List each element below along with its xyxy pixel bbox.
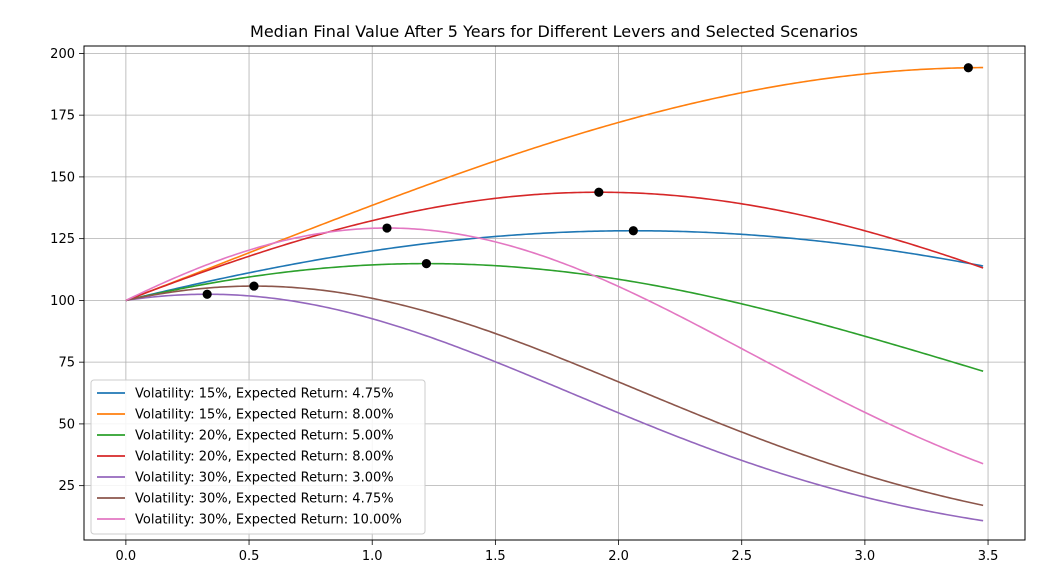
- x-tick-label: 2.5: [731, 549, 752, 564]
- peak-marker: [202, 289, 212, 299]
- y-tick-label: 200: [50, 47, 75, 62]
- peak-marker: [249, 281, 259, 291]
- peak-markers: [202, 63, 973, 299]
- legend-item-label: Volatility: 30%, Expected Return: 10.00%: [135, 513, 402, 528]
- series-line: [125, 293, 984, 522]
- x-tick-label: 3.0: [855, 549, 876, 564]
- x-tick-label: 1.5: [485, 549, 506, 564]
- legend-item-label: Volatility: 20%, Expected Return: 5.00%: [135, 429, 394, 444]
- series-line: [125, 191, 984, 302]
- x-tick-label: 2.0: [608, 549, 629, 564]
- peak-marker: [628, 226, 638, 236]
- legend-item-label: Volatility: 20%, Expected Return: 8.00%: [135, 450, 394, 465]
- chart-title: Median Final Value After 5 Years for Dif…: [250, 22, 858, 41]
- grid: [84, 46, 1025, 540]
- y-tick-label: 100: [50, 294, 75, 309]
- y-tick-label: 25: [58, 479, 75, 494]
- legend-item-label: Volatility: 30%, Expected Return: 4.75%: [135, 492, 394, 507]
- series-line: [125, 227, 984, 465]
- peak-marker: [594, 187, 604, 197]
- y-tick-label: 175: [50, 109, 75, 124]
- x-tick-label: 0.0: [116, 549, 137, 564]
- x-axis: 0.0 0.5 1.0 1.5 2.0 2.5 3.0 3.5: [116, 540, 999, 564]
- peak-marker: [963, 63, 973, 73]
- legend-box: [90, 379, 426, 535]
- peak-marker: [382, 223, 392, 233]
- x-tick-label: 0.5: [239, 549, 260, 564]
- x-tick-label: 3.5: [978, 549, 999, 564]
- y-tick-label: 150: [50, 170, 75, 185]
- legend-item-label: Volatility: 30%, Expected Return: 3.00%: [135, 471, 394, 486]
- plot-frame: [83, 45, 1026, 541]
- series-line: [125, 262, 984, 372]
- peak-marker: [421, 259, 432, 269]
- series-line: [125, 229, 984, 302]
- series-line: [125, 66, 984, 302]
- series-lines: [125, 66, 984, 522]
- legend-item-label: Volatility: 15%, Expected Return: 8.00%: [135, 408, 394, 423]
- y-axis: 25 50 75 100 125 150 175 200: [50, 47, 84, 494]
- y-tick-label: 75: [58, 356, 75, 371]
- legend-item-label: Volatility: 15%, Expected Return: 4.75%: [135, 387, 394, 402]
- y-tick-label: 50: [58, 417, 75, 432]
- legend: Volatility: 15%, Expected Return: 4.75% V…: [90, 379, 426, 535]
- x-tick-label: 1.0: [362, 549, 383, 564]
- series-line: [125, 285, 984, 507]
- y-tick-label: 125: [50, 232, 75, 247]
